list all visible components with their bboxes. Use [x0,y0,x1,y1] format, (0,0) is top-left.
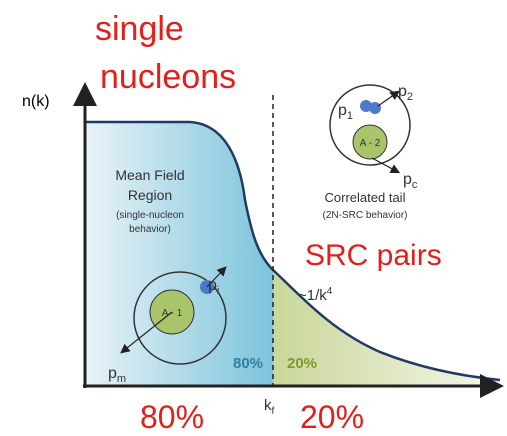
core-label: A - 2 [360,138,381,149]
core [352,124,388,160]
nucleus [133,271,227,365]
label: single [95,10,184,48]
region-note: behavior) [129,224,171,235]
momentum: pi [208,277,219,297]
momentum-curve [85,120,501,382]
region-note: (single-nucleon [116,210,184,221]
axis-label: n(k) [22,93,50,110]
momentum: pc [403,171,418,191]
region-title: Correlated tail [325,190,406,205]
nucleon [360,100,372,112]
arrow [120,311,173,354]
kf: kf [264,397,275,417]
arrow [206,266,227,288]
region-note: (2N-SRC behavior) [322,210,407,221]
region-title: Region [128,187,172,203]
nucleon [369,102,381,114]
fraction: 20% [287,355,317,372]
label: 20% [300,399,364,435]
momentum: p1 [338,102,353,122]
tail-area [273,270,500,385]
label: 80% [140,399,204,435]
mean-field-area [85,122,273,385]
region-title: Mean Field [115,167,184,183]
fraction: 80% [233,355,263,372]
momentum: pm [108,365,126,385]
arrow [377,90,400,107]
momentum: p2 [398,83,413,103]
label: nucleons [100,58,236,96]
nucleus [329,84,411,166]
label: SRC pairs [305,239,442,272]
core-label: A - 1 [162,308,183,319]
tail-law: ~1/k4 [298,286,333,304]
arrow [371,157,401,174]
